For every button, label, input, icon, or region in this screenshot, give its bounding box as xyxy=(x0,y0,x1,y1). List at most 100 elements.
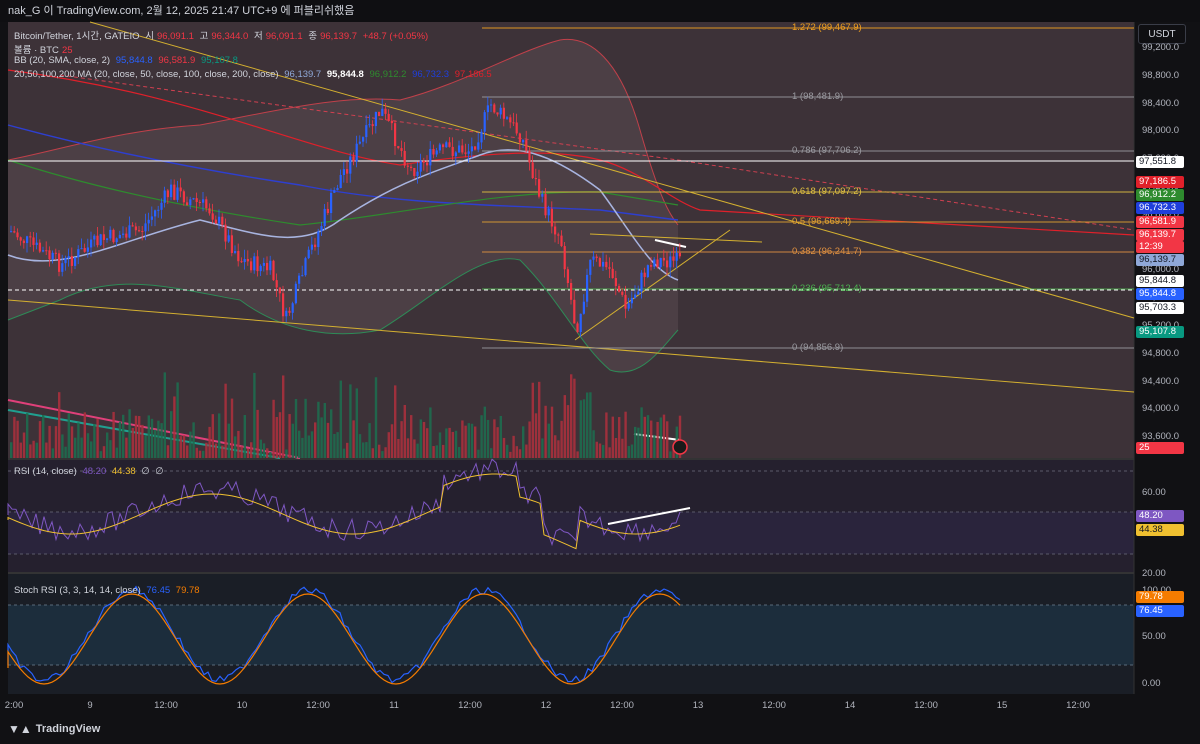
candle-body xyxy=(611,268,614,279)
ma-blue-line xyxy=(7,124,679,221)
volume-bar xyxy=(144,435,147,458)
fib-label-5: 0.382 (96,241.7) xyxy=(792,246,862,257)
candle-body xyxy=(678,252,681,257)
time-tick: 12:00 xyxy=(762,700,786,711)
volume-bar xyxy=(541,438,544,458)
candle-body xyxy=(579,313,582,333)
volume-bar xyxy=(646,415,650,458)
candle-body xyxy=(182,191,185,203)
candle-body xyxy=(502,107,505,119)
price-tag: 96,732.3 xyxy=(1136,202,1184,214)
fib-label-3: 0.618 (97,097.2) xyxy=(792,186,862,197)
price-tick: 94,800.0 xyxy=(1142,347,1179,359)
time-tick: 12:00 xyxy=(914,700,938,711)
candle-body xyxy=(525,140,528,151)
candle-body xyxy=(554,226,557,235)
rsi-empty-2: ∅ xyxy=(155,466,164,477)
currency-button[interactable]: USDT xyxy=(1138,24,1186,44)
candle-body xyxy=(464,152,467,154)
candle-body xyxy=(374,111,377,127)
high-label: 고 xyxy=(199,31,209,42)
divergence-line-rsi xyxy=(607,507,691,525)
rsi-band xyxy=(8,512,1134,554)
volume-bar xyxy=(474,426,477,458)
candle-body xyxy=(493,104,496,113)
candle-body xyxy=(608,267,611,269)
candle-body xyxy=(394,123,397,147)
volume-bar xyxy=(515,446,518,458)
volume-bar xyxy=(211,414,214,458)
volume-bar xyxy=(19,442,22,458)
candle-body xyxy=(544,193,547,216)
candle-body xyxy=(45,250,48,252)
volume-bar xyxy=(634,426,637,458)
candle-body xyxy=(355,143,358,162)
volume-bar xyxy=(80,437,83,458)
volume-bar xyxy=(448,427,451,458)
candle-body xyxy=(109,229,112,239)
volume-bar xyxy=(483,406,486,458)
candle-body xyxy=(61,263,64,272)
candle-body xyxy=(314,244,317,248)
volume-bar xyxy=(106,432,109,458)
stoch-legend: Stoch RSI (3, 3, 14, 14, close) 76.45 79… xyxy=(14,585,203,596)
price-tag: 95,844.8 xyxy=(1136,288,1184,300)
rsi-value: 48.20 xyxy=(82,466,107,477)
candle-body xyxy=(330,192,333,214)
time-tick: 12:00 xyxy=(458,700,482,711)
candle-body xyxy=(582,301,585,314)
volume-bar xyxy=(445,428,448,458)
price-tag: 96,581.9 xyxy=(1136,216,1184,228)
candle-body xyxy=(406,165,409,167)
volume-bar xyxy=(29,444,32,458)
candle-body xyxy=(422,160,425,163)
time-tick: 12:00 xyxy=(1066,700,1090,711)
volume-bar xyxy=(307,435,310,458)
volume-bar xyxy=(266,448,269,458)
volume-bar xyxy=(45,442,48,458)
candle-body xyxy=(93,235,96,240)
volume-bar xyxy=(458,447,461,458)
tradingview-logo[interactable]: ▼▲ TradingView xyxy=(8,722,100,736)
candle-body xyxy=(333,190,336,193)
candle-body xyxy=(656,259,659,268)
candle-body xyxy=(48,250,51,260)
bb-lower-line xyxy=(7,258,679,373)
volume-bar xyxy=(621,438,624,458)
volume-bar xyxy=(304,398,307,458)
time-tick: 14 xyxy=(844,700,856,711)
volume-bar xyxy=(22,432,26,458)
candle-body xyxy=(106,238,109,240)
volume-bar xyxy=(573,378,576,458)
candle-body xyxy=(563,246,566,270)
candle-body xyxy=(614,278,617,287)
volume-bar xyxy=(179,436,182,458)
volume-bar xyxy=(298,430,301,458)
candle-body xyxy=(640,272,643,292)
volume-bar xyxy=(406,438,410,458)
volume-bar xyxy=(432,446,435,458)
candle-body xyxy=(538,179,541,197)
candle-body xyxy=(662,257,665,261)
volume-bar xyxy=(499,415,502,458)
candle-body xyxy=(202,199,205,203)
volume-bar xyxy=(61,434,64,458)
candle-body xyxy=(288,310,291,313)
volume-bar xyxy=(314,422,317,458)
volume-bar xyxy=(387,432,390,458)
candle-body xyxy=(128,225,131,238)
volume-bar xyxy=(301,437,304,458)
volume-bar xyxy=(64,446,67,458)
volume-bar xyxy=(397,438,400,458)
candle-body xyxy=(506,117,509,119)
low-value: 96,091.1 xyxy=(265,31,303,42)
candle-body xyxy=(346,169,349,174)
candle-body xyxy=(589,259,592,275)
candle-body xyxy=(666,260,669,268)
volume-bar xyxy=(627,446,630,458)
candle-body xyxy=(243,259,246,263)
volume-bar xyxy=(42,414,45,458)
candle-body xyxy=(429,148,432,166)
candle-body xyxy=(643,272,646,278)
